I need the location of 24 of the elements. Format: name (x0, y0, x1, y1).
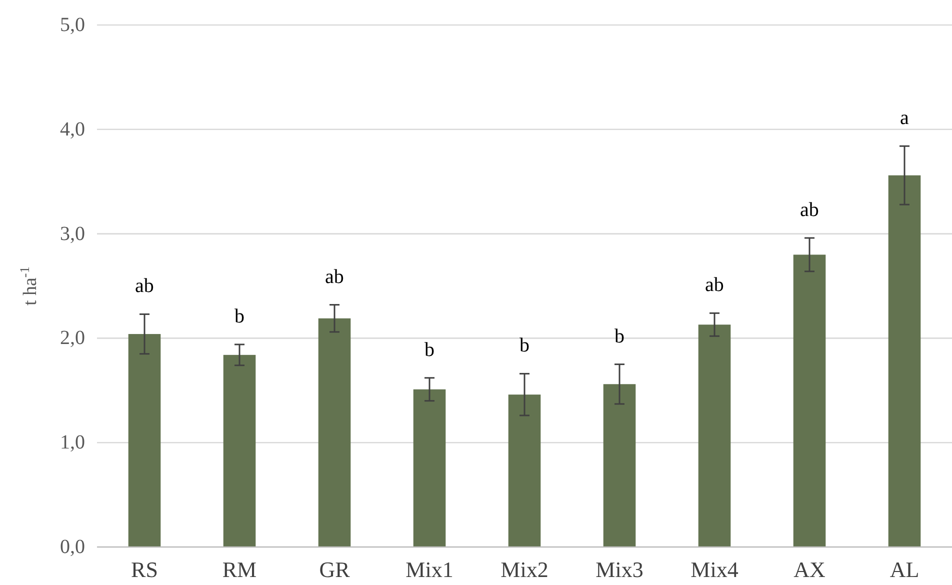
y-tick-label: 1,0 (60, 432, 85, 454)
y-tick-label: 5,0 (60, 14, 85, 36)
x-tick-label: RS (131, 557, 158, 582)
x-tick-label: Mix4 (690, 557, 738, 582)
x-tick-label: RM (222, 557, 257, 582)
x-tick-label: Mix1 (406, 557, 454, 582)
annotation: ab (135, 275, 154, 298)
x-tick-label: GR (319, 557, 350, 582)
annotation: b (234, 305, 244, 328)
x-tick-label: Mix2 (500, 557, 548, 582)
x-tick-label: Mix3 (596, 557, 644, 582)
annotation: b (520, 334, 530, 357)
annotation: b (424, 338, 434, 361)
y-tick-label: 3,0 (60, 222, 85, 245)
annotation: a (900, 107, 910, 130)
y-tick-label: 4,0 (60, 118, 85, 140)
x-tick-label: AL (890, 557, 920, 582)
y-tick-label: 2,0 (60, 327, 85, 350)
annotation: ab (800, 198, 819, 221)
x-tick-label: AX (794, 557, 826, 582)
annotation: ab (705, 274, 724, 296)
annotation: b (614, 325, 624, 348)
annotation: ab (325, 266, 344, 288)
y-tick-label: 0,0 (60, 536, 85, 558)
